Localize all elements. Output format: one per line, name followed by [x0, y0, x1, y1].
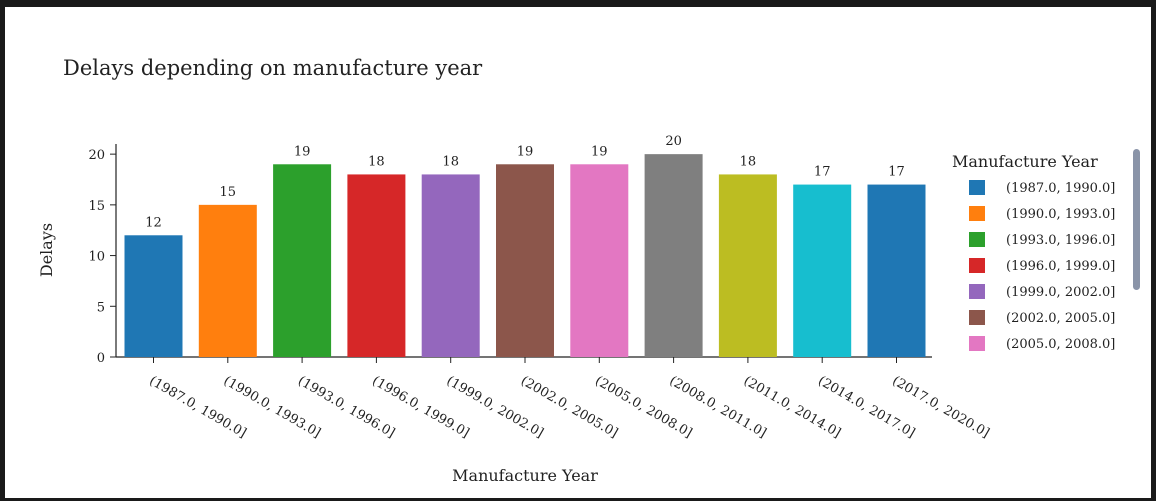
bar-value-label: 17 [888, 165, 905, 180]
bar [124, 235, 183, 357]
bar [570, 164, 629, 357]
bar-value-label: 19 [591, 144, 608, 159]
legend-item: (2002.0, 2005.0] [969, 310, 1115, 326]
y-tick-label: 5 [97, 300, 105, 315]
legend-swatch [969, 336, 985, 351]
legend-label: (2002.0, 2005.0] [1006, 311, 1115, 326]
legend-swatch [969, 232, 985, 247]
x-axis: (1987.0, 1990.0](1990.0, 1993.0](1993.0,… [116, 356, 992, 441]
legend-item: (1996.0, 1999.0] [969, 258, 1115, 274]
bar [496, 164, 554, 357]
legend-swatch [969, 310, 985, 325]
bar-value-label: 17 [814, 165, 831, 180]
legend-item: (1987.0, 1990.0] [969, 180, 1115, 196]
chart-title: Delays depending on manufacture year [63, 56, 483, 80]
y-tick-label: 20 [88, 148, 105, 163]
bar [867, 184, 926, 357]
window-frame-right [1151, 0, 1156, 501]
data-labels: 12 15 19 18 18 19 19 20 18 17 17 [145, 134, 905, 230]
legend-label: (1996.0, 1999.0] [1006, 259, 1115, 274]
legend-label: (1990.0, 1993.0] [1006, 207, 1115, 222]
bar [347, 174, 406, 357]
legend-swatch [969, 284, 985, 299]
legend-label: (1999.0, 2002.0] [1006, 285, 1115, 300]
y-tick-label: 10 [88, 250, 105, 265]
window-frame-top [0, 0, 1156, 7]
bar-value-label: 18 [442, 154, 459, 169]
bar-value-label: 18 [368, 154, 385, 169]
bar [793, 184, 852, 357]
window-frame-left [0, 0, 5, 501]
legend-scrollbar[interactable] [1133, 149, 1140, 290]
legend-item: (1990.0, 1993.0] [969, 206, 1115, 222]
bar [421, 174, 480, 357]
bars [124, 154, 926, 357]
bar-value-label: 12 [145, 215, 162, 230]
legend-label: (2005.0, 2008.0] [1006, 337, 1115, 352]
bar [718, 174, 777, 357]
legend-label: (1987.0, 1990.0] [1006, 181, 1115, 196]
y-axis: 0 5 10 15 20 [88, 144, 117, 366]
legend: Manufacture Year (1987.0, 1990.0] (1990.0… [952, 152, 1115, 352]
y-tick-label: 0 [97, 351, 105, 366]
legend-items: (1987.0, 1990.0] (1990.0, 1993.0] (1993.0,… [969, 180, 1115, 352]
x-axis-title: Manufacture Year [452, 466, 598, 485]
legend-title: Manufacture Year [952, 152, 1098, 171]
bar-value-label: 19 [517, 144, 534, 159]
y-tick-label: 15 [88, 199, 105, 214]
legend-item: (1999.0, 2002.0] [969, 284, 1115, 300]
legend-swatch [969, 206, 985, 221]
legend-swatch [969, 180, 985, 195]
legend-swatch [969, 258, 985, 273]
bar [198, 204, 257, 357]
bar-value-label: 19 [294, 144, 311, 159]
bar [644, 154, 703, 357]
bar-value-label: 18 [740, 154, 757, 169]
legend-item: (1993.0, 1996.0] [969, 232, 1115, 248]
bar [273, 164, 332, 357]
y-axis-title: Delays [37, 223, 56, 277]
bar-value-label: 20 [665, 134, 682, 149]
legend-label: (1993.0, 1996.0] [1006, 233, 1115, 248]
bar-value-label: 15 [220, 185, 237, 200]
window-frame-bottom [0, 498, 1156, 501]
legend-item: (2005.0, 2008.0] [969, 336, 1115, 352]
